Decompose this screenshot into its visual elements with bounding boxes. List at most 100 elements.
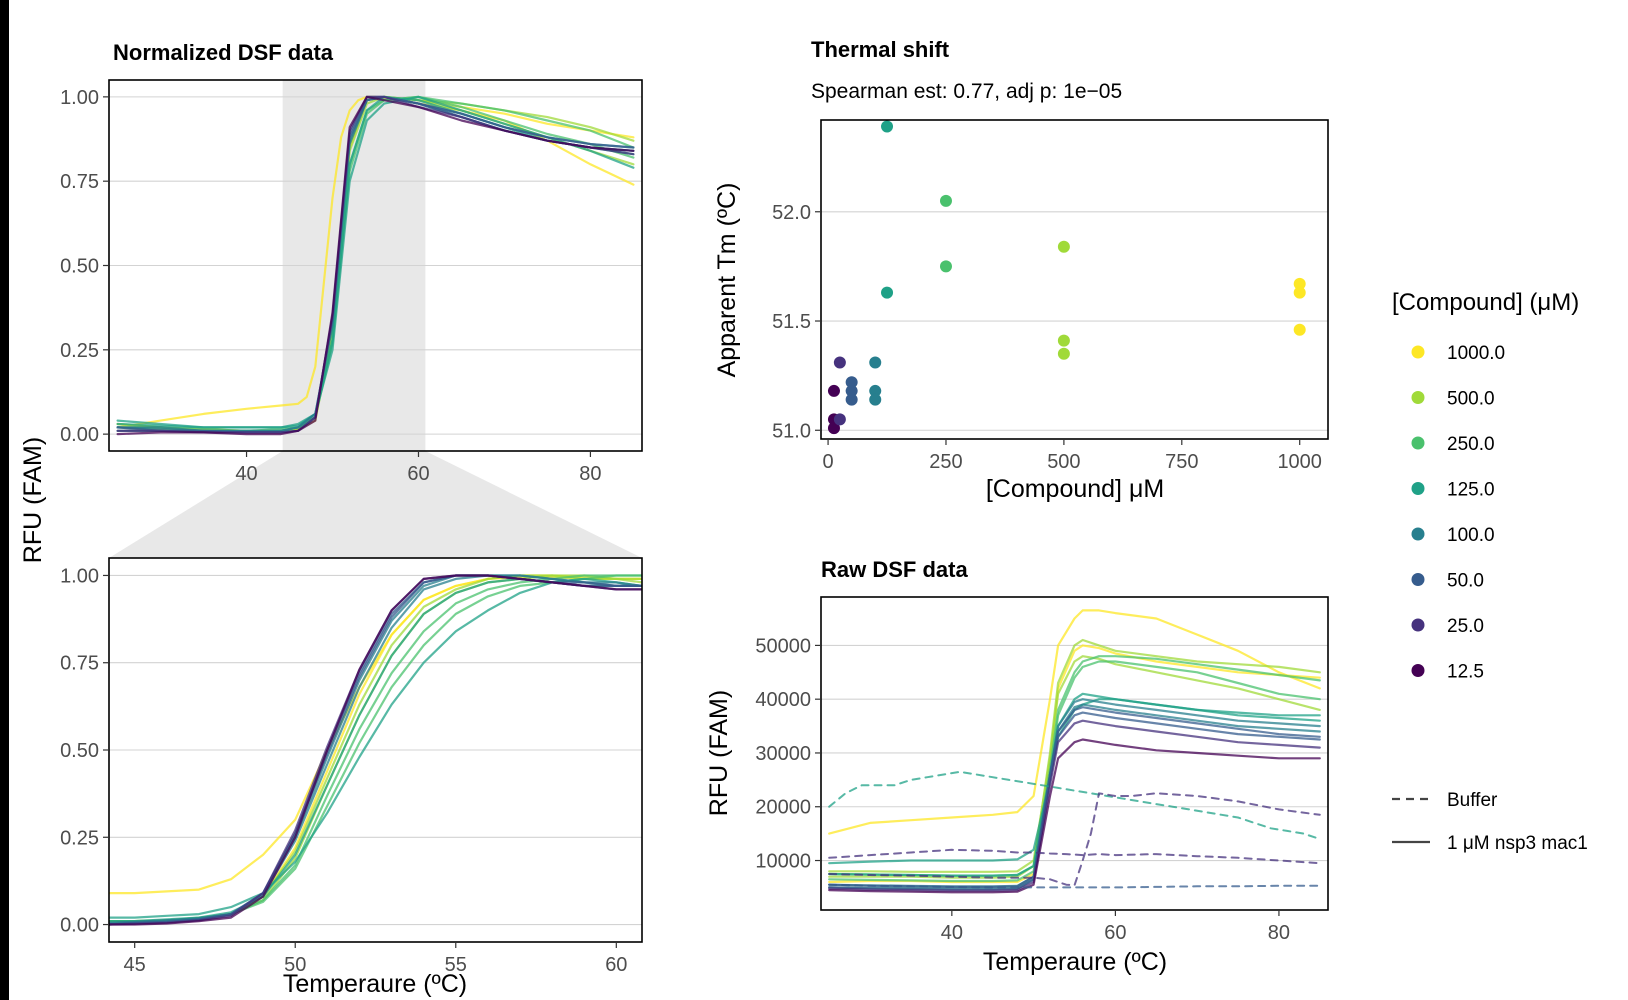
legend-label: 500.0 — [1447, 389, 1495, 410]
scatter-point — [827, 384, 840, 397]
x-tick-label: 500 — [1047, 451, 1080, 473]
scatter-point — [1057, 240, 1070, 253]
y-tick-label: 0.50 — [60, 256, 99, 278]
series-line — [828, 738, 1321, 894]
legend: [Compound] (μM) 1000.0 500.0 250.0 125.0 100… — [1392, 289, 1588, 854]
x-tick-label: 45 — [124, 954, 146, 976]
legend-swatch — [1411, 527, 1425, 541]
y-tick-label: 0.25 — [60, 340, 99, 362]
panel-title: Raw DSF data — [821, 557, 968, 582]
series-line — [828, 655, 1321, 877]
scatter-point — [939, 260, 952, 273]
y-axis-title: Apparent Tm (ºC) — [713, 183, 741, 378]
y-axis-title: RFU (FAM) — [705, 690, 733, 816]
x-tick-label: 40 — [941, 922, 963, 944]
y-tick-label: 1.00 — [60, 87, 99, 109]
legend-label: 25.0 — [1447, 616, 1484, 637]
y-tick-label: 0.50 — [60, 740, 99, 762]
scatter-point — [827, 422, 840, 435]
y-tick-label: 0.75 — [60, 171, 99, 193]
series-line — [828, 609, 1321, 835]
series-line — [828, 644, 1321, 884]
zoom-connector — [109, 451, 642, 558]
y-tick-label: 0.25 — [60, 827, 99, 849]
shared-y-axis-title: RFU (FAM) — [19, 437, 47, 563]
buffer-series-line — [828, 792, 1321, 887]
scatter-point — [833, 356, 846, 369]
y-tick-label: 20000 — [755, 797, 811, 819]
y-tick-label: 52.0 — [772, 202, 811, 224]
panel-thermal: Thermal shift Spearman est: 0.77, adj p:… — [713, 37, 1329, 503]
scatter-point — [869, 356, 882, 369]
scatter-point — [1293, 286, 1306, 299]
x-tick-label: 750 — [1165, 451, 1198, 473]
series-line — [828, 706, 1321, 889]
series-line — [109, 574, 642, 926]
legend-swatch — [1411, 436, 1425, 450]
x-axis-title: Temperaure (ºC) — [983, 948, 1167, 976]
legend-linetype-label: Buffer — [1447, 790, 1498, 811]
x-tick-label: 80 — [579, 463, 601, 485]
x-tick-label: 60 — [605, 954, 627, 976]
y-tick-label: 51.5 — [772, 311, 811, 333]
plot-frame — [820, 119, 1329, 440]
legend-swatch — [1411, 573, 1425, 586]
panel-normalized: Normalized DSF data 0.00 0.25 0.50 0.75 1.00… — [60, 40, 643, 485]
legend-linetype-label: 1 μM nsp3 mac1 — [1447, 833, 1588, 854]
series-line — [828, 719, 1321, 892]
legend-swatch — [1411, 618, 1425, 632]
scatter-point — [1057, 334, 1070, 347]
panel-zoom: 0.00 0.25 0.50 0.75 1.00 45 50 55 60 Temperaure … — [60, 557, 643, 998]
y-tick-label: 1.00 — [60, 565, 99, 587]
x-tick-label: 40 — [235, 463, 257, 485]
scatter-point — [1293, 323, 1306, 336]
series-line — [109, 576, 642, 895]
panel-subtitle: Spearman est: 0.77, adj p: 1e−05 — [811, 80, 1122, 103]
x-tick-label: 250 — [929, 451, 962, 473]
series-line — [109, 574, 642, 923]
series-line — [109, 574, 642, 923]
x-tick-label: 1000 — [1277, 451, 1322, 473]
legend-label: 125.0 — [1447, 480, 1495, 501]
scatter-point — [869, 393, 882, 406]
x-tick-label: 50 — [284, 954, 306, 976]
legend-swatch — [1411, 482, 1425, 495]
y-tick-label: 30000 — [755, 743, 811, 765]
series-line — [828, 660, 1321, 883]
y-tick-label: 50000 — [755, 635, 811, 657]
x-axis-title: Temperaure (ºC) — [283, 970, 467, 998]
series-line — [828, 655, 1321, 873]
x-tick-label: 55 — [445, 954, 467, 976]
series-line — [109, 574, 642, 923]
legend-label: 12.5 — [1447, 662, 1484, 683]
buffer-series-line — [828, 883, 1321, 889]
scatter-point — [939, 194, 952, 207]
series-line — [109, 574, 642, 924]
series-line — [109, 574, 642, 924]
legend-swatch — [1411, 391, 1425, 404]
scatter-point — [1057, 347, 1070, 360]
panel-raw: Raw DSF data 10000 20000 30000 40000 50000 40… — [705, 557, 1329, 976]
series-line — [828, 638, 1321, 879]
buffer-series-line — [828, 848, 1321, 865]
y-tick-label: 40000 — [755, 689, 811, 711]
x-tick-label: 0 — [823, 451, 834, 473]
x-tick-label: 80 — [1268, 922, 1290, 944]
left-edge-bar — [0, 0, 9, 1000]
x-axis-title: [Compound] μM — [986, 475, 1164, 503]
scatter-point — [881, 286, 894, 299]
y-tick-label: 0.00 — [60, 915, 99, 937]
scatter-point — [833, 413, 846, 426]
scatter-point — [1293, 277, 1306, 290]
legend-swatch — [1411, 345, 1425, 359]
scatter-point — [881, 120, 894, 133]
legend-swatch — [1411, 664, 1425, 677]
legend-label: 50.0 — [1447, 571, 1484, 592]
x-tick-label: 60 — [1104, 922, 1126, 944]
x-tick-label: 60 — [407, 463, 429, 485]
series-line — [109, 574, 642, 923]
legend-title: [Compound] (μM) — [1392, 289, 1579, 316]
panel-title: Normalized DSF data — [113, 40, 334, 65]
y-tick-label: 0.00 — [60, 424, 99, 446]
